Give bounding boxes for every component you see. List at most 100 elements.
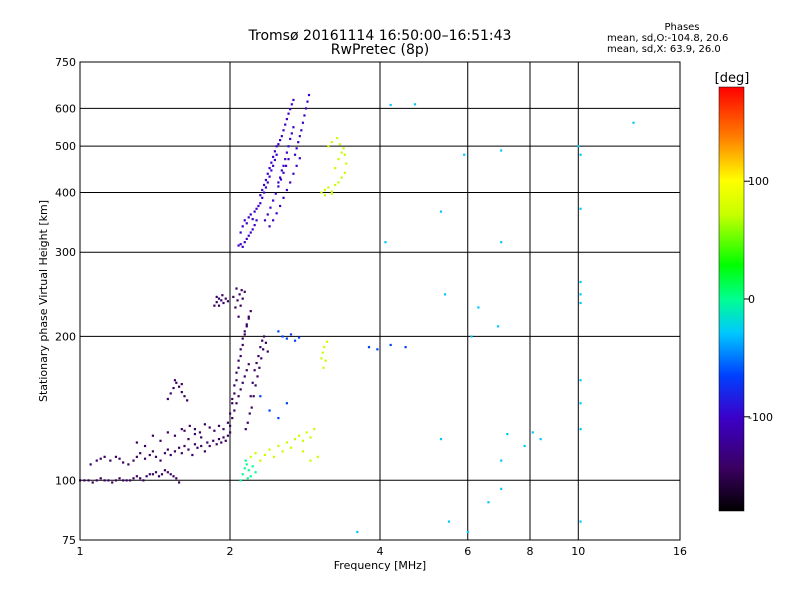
data-point [237, 315, 240, 318]
data-point [151, 473, 155, 476]
data-point [279, 176, 282, 179]
data-point [154, 471, 158, 474]
data-point [254, 471, 257, 474]
data-point [281, 450, 284, 453]
data-point [221, 294, 224, 297]
data-point [277, 143, 280, 146]
data-point [122, 461, 125, 464]
data-point [327, 145, 330, 148]
data-point [259, 459, 262, 462]
data-point [180, 383, 183, 386]
data-point [275, 153, 278, 156]
data-point [249, 475, 252, 478]
data-point [99, 457, 102, 460]
data-point [251, 381, 254, 384]
data-point [243, 333, 246, 336]
data-point [579, 428, 582, 431]
data-point [175, 477, 178, 480]
data-point [270, 169, 273, 172]
data-point [277, 416, 280, 420]
data-point [217, 437, 221, 441]
data-point [224, 439, 227, 442]
data-point [285, 441, 288, 444]
data-point [443, 293, 447, 296]
data-point [249, 213, 252, 216]
data-point [466, 530, 469, 534]
data-point [300, 129, 303, 132]
data-point [111, 481, 114, 484]
data-point [274, 192, 277, 195]
data-point [292, 98, 295, 102]
data-point [293, 437, 297, 441]
data-point [129, 479, 132, 482]
data-point [273, 150, 276, 153]
data-point [277, 330, 280, 333]
y-tick-label: 200 [55, 330, 76, 343]
data-point [180, 452, 183, 455]
data-point [279, 204, 282, 208]
data-point [579, 207, 582, 210]
data-point [260, 357, 263, 360]
data-point [241, 343, 244, 347]
data-point [237, 366, 240, 369]
data-point [579, 301, 582, 305]
data-point [263, 453, 267, 457]
data-point [268, 175, 271, 178]
data-point [183, 395, 186, 398]
x-tick-label: 10 [571, 545, 585, 558]
data-point [95, 459, 98, 462]
data-point [262, 191, 266, 194]
data-point [266, 181, 269, 184]
data-point [143, 457, 147, 460]
data-point [245, 323, 248, 326]
data-point [241, 245, 244, 248]
data-point [142, 479, 145, 482]
data-point [264, 178, 268, 182]
data-point [376, 348, 379, 351]
data-point [151, 450, 155, 453]
data-point [290, 103, 293, 106]
data-point [157, 475, 161, 478]
data-point [282, 129, 285, 132]
data-point [289, 446, 293, 449]
data-point [301, 450, 305, 453]
data-point [247, 234, 250, 237]
colorbar-tick-label: -100 [748, 411, 773, 424]
data-point [166, 397, 169, 401]
data-point [290, 132, 293, 135]
data-point [579, 293, 582, 296]
data-point [313, 428, 316, 431]
data-point [243, 330, 246, 333]
data-point [253, 369, 256, 372]
data-point [160, 473, 164, 476]
data-point [259, 202, 262, 205]
data-point [127, 463, 130, 466]
data-point [226, 421, 230, 424]
data-point [285, 188, 288, 192]
data-point [343, 153, 347, 156]
data-points [79, 93, 635, 534]
data-point [323, 188, 327, 192]
data-point [229, 424, 232, 428]
data-point [249, 455, 252, 458]
data-point [279, 139, 282, 142]
data-point [249, 395, 252, 398]
data-point [330, 141, 333, 144]
data-point [285, 402, 288, 405]
data-point [217, 424, 221, 428]
grid-lines [80, 62, 680, 540]
data-point [306, 100, 309, 103]
data-point [285, 117, 288, 121]
data-point [193, 432, 197, 436]
data-point [238, 293, 241, 296]
data-point [95, 479, 98, 482]
data-point [269, 206, 272, 209]
data-point [324, 359, 327, 362]
data-point [340, 151, 343, 154]
data-point [487, 501, 490, 504]
data-point [289, 108, 292, 111]
data-point [246, 421, 249, 424]
data-point [193, 443, 197, 446]
x-axis-label: Frequency [MHz] [334, 559, 426, 572]
data-point [198, 431, 202, 434]
